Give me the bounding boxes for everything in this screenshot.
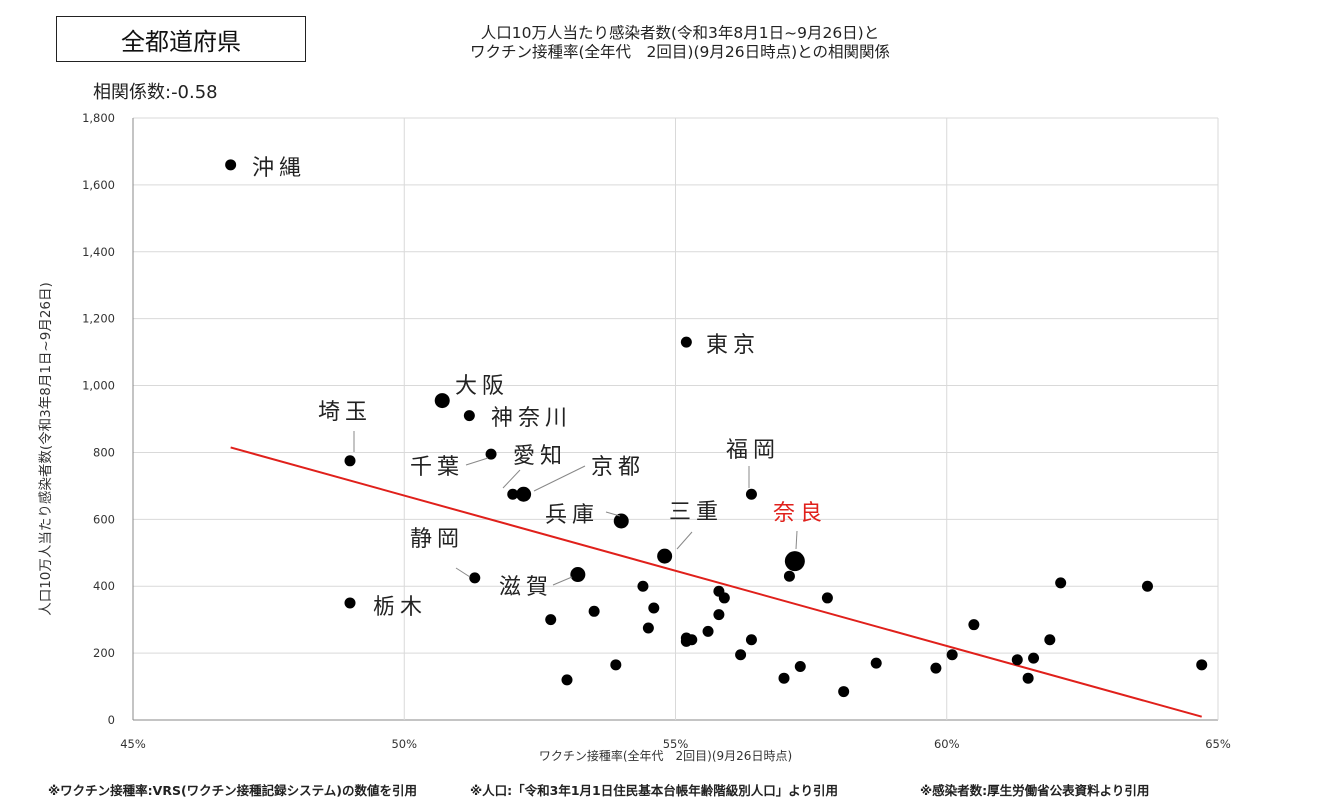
data-label: 大阪 <box>455 374 509 399</box>
scatter-plot: 0 200 400 600 800 1,000 1,200 1,400 1,600 1,800 45… <box>37 111 1231 763</box>
data-label: 東京 <box>706 333 760 358</box>
label-leader-line <box>455 567 471 578</box>
data-label: 静岡 <box>410 527 464 552</box>
chart-title-line2: ワクチン接種率(全年代 2回目)(9月26日時点)との相関関係 <box>470 43 890 61</box>
data-point <box>838 686 850 698</box>
data-point <box>718 592 730 604</box>
data-point-labeled <box>463 410 475 422</box>
data-point <box>588 605 600 617</box>
x-tick-label: 50% <box>391 737 417 751</box>
data-point <box>686 634 698 646</box>
y-tick-label: 1,400 <box>82 245 115 259</box>
data-label: 福岡 <box>726 438 780 463</box>
data-point <box>870 657 882 669</box>
y-tick-label: 600 <box>93 512 115 526</box>
data-point <box>561 674 573 686</box>
data-point-labeled <box>485 448 497 460</box>
data-point-labeled <box>344 455 356 467</box>
data-label: 奈良 <box>773 501 827 526</box>
footnotes: ※ワクチン接種率:VRS(ワクチン接種記録システム)の数値を引用 ※人口:「令和… <box>0 780 1321 802</box>
data-point <box>713 609 725 621</box>
data-point <box>648 602 660 614</box>
data-point <box>783 570 795 582</box>
label-leader-line <box>605 511 621 517</box>
data-point-labeled <box>516 486 532 502</box>
data-point-labeled <box>469 572 481 584</box>
region-label-box: 全都道府県 <box>56 16 306 62</box>
data-point <box>545 614 557 626</box>
data-point <box>946 649 958 661</box>
footnote-population: ※人口:「令和3年1月1日住民基本台帳年齢階級別人口」より引用 <box>470 783 838 798</box>
footnote-infections: ※感染者数:厚生労働省公表資料より引用 <box>920 783 1150 798</box>
label-leader-line <box>795 530 798 550</box>
region-label: 全都道府県 <box>121 27 241 56</box>
data-label: 神奈川 <box>491 406 572 431</box>
y-tick-label: 0 <box>108 713 115 727</box>
data-point <box>968 619 980 631</box>
y-tick-label: 1,800 <box>82 111 115 125</box>
x-tick-label: 55% <box>663 737 689 751</box>
chart-title-line1: 人口10万人当たり感染者数(令和3年8月1日~9月26日)と <box>480 24 880 42</box>
data-point-labeled <box>657 548 673 564</box>
y-tick-label: 1,600 <box>82 178 115 192</box>
label-leader-line <box>552 576 573 586</box>
x-tick-label: 60% <box>934 737 960 751</box>
data-label: 滋賀 <box>499 575 553 600</box>
trend-line <box>230 446 1202 718</box>
data-point <box>642 622 654 634</box>
footnote-vaccination: ※ワクチン接種率:VRS(ワクチン接種記録システム)の数値を引用 <box>48 783 418 798</box>
data-point <box>1028 652 1040 664</box>
data-label: 兵庫 <box>545 503 599 528</box>
data-point <box>778 672 790 684</box>
data-point-labeled <box>784 551 805 572</box>
data-point-labeled <box>507 488 519 500</box>
y-tick-label: 400 <box>93 579 115 593</box>
data-point <box>1022 672 1034 684</box>
data-label: 三重 <box>669 500 723 525</box>
data-point <box>1141 580 1153 592</box>
y-axis-title: 人口10万人当たり感染者数(令和3年8月1日~9月26日) <box>37 282 54 616</box>
label-leader-line <box>465 457 489 466</box>
data-point-labeled <box>434 393 450 409</box>
data-label: 栃木 <box>373 595 427 620</box>
data-point <box>1044 634 1056 646</box>
data-point-labeled <box>613 513 629 529</box>
data-point-labeled <box>344 597 356 609</box>
data-point <box>745 634 757 646</box>
label-leader-line <box>676 531 693 550</box>
data-label: 埼玉 <box>318 400 372 425</box>
x-axis-title: ワクチン接種率(全年代 2回目)(9月26日時点) <box>539 748 792 763</box>
y-tick-label: 1,000 <box>82 379 115 393</box>
data-point <box>637 580 649 592</box>
data-label: 千葉 <box>410 455 464 480</box>
data-point-labeled <box>570 567 586 583</box>
data-point <box>821 592 833 604</box>
data-label: 愛知 <box>513 444 567 469</box>
y-tick-label: 1,200 <box>82 312 115 326</box>
chart-title: 人口10万人当たり感染者数(令和3年8月1日~9月26日)と ワクチン接種率(全… <box>340 24 1020 62</box>
x-tick-label: 65% <box>1205 737 1231 751</box>
data-point-labeled <box>680 336 692 348</box>
data-point <box>1055 577 1067 589</box>
data-label: 京都 <box>591 455 645 480</box>
label-leader-line <box>502 469 521 489</box>
data-point <box>610 659 622 671</box>
label-leader-line <box>533 465 586 492</box>
data-point-labeled <box>745 488 757 500</box>
x-tick-label: 45% <box>120 737 146 751</box>
correlation-coefficient: 相関係数:-0.58 <box>93 82 218 103</box>
y-tick-label: 200 <box>93 646 115 660</box>
data-label: 沖縄 <box>252 156 306 181</box>
data-point <box>1196 659 1208 671</box>
data-point <box>930 662 942 674</box>
data-point-labeled <box>225 159 237 171</box>
data-point <box>1011 654 1023 666</box>
data-point <box>702 625 714 637</box>
data-point <box>735 649 747 661</box>
y-tick-label: 800 <box>93 445 115 459</box>
data-point <box>794 660 806 672</box>
